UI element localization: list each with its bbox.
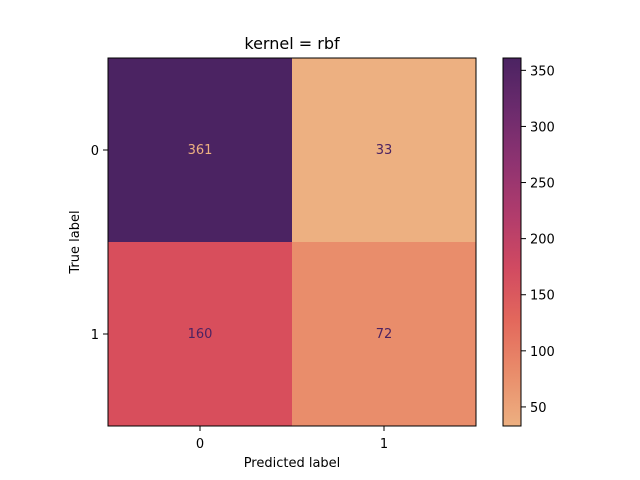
- y-tick-label: 1: [91, 328, 99, 343]
- y-axis-ticks: 01: [91, 144, 108, 343]
- heatmap-cell-1-1: [292, 242, 476, 426]
- x-axis-label: Predicted label: [244, 456, 341, 471]
- heatmap-cell-0-0: [108, 58, 292, 242]
- colorbar-gradient: [502, 57, 522, 427]
- x-tick-label: 0: [196, 437, 204, 452]
- colorbar-tick-label: 200: [530, 233, 555, 248]
- cell-value-label-0-0: 361: [188, 143, 213, 158]
- colorbar-tick-label: 300: [530, 120, 555, 135]
- plot-frame: [107, 57, 477, 427]
- heatmap-cells: 361 33 160 72: [108, 58, 476, 426]
- cell-value-label-1-0: 160: [188, 327, 213, 342]
- colorbar-ticks: 50 100 150 200 250 300 350: [521, 64, 555, 416]
- colorbar-tick-label: 150: [530, 289, 555, 304]
- y-axis-label: True label: [68, 210, 83, 274]
- x-tick-label: 1: [380, 437, 388, 452]
- colorbar-tick-label: 50: [530, 401, 547, 416]
- heatmap-cell-0-1: [292, 58, 476, 242]
- colorbar-tick-label: 250: [530, 177, 555, 192]
- colorbar-tick-label: 350: [530, 64, 555, 79]
- colorbar-tick-label: 100: [530, 345, 555, 360]
- colorbar: 50 100 150 200 250 300 350: [502, 57, 555, 427]
- heatmap-cell-1-0: [108, 242, 292, 426]
- cell-value-label-1-1: 72: [376, 327, 393, 342]
- cell-value-label-0-1: 33: [376, 143, 393, 158]
- y-tick-label: 0: [91, 144, 99, 159]
- chart-title: kernel = rbf: [244, 34, 340, 53]
